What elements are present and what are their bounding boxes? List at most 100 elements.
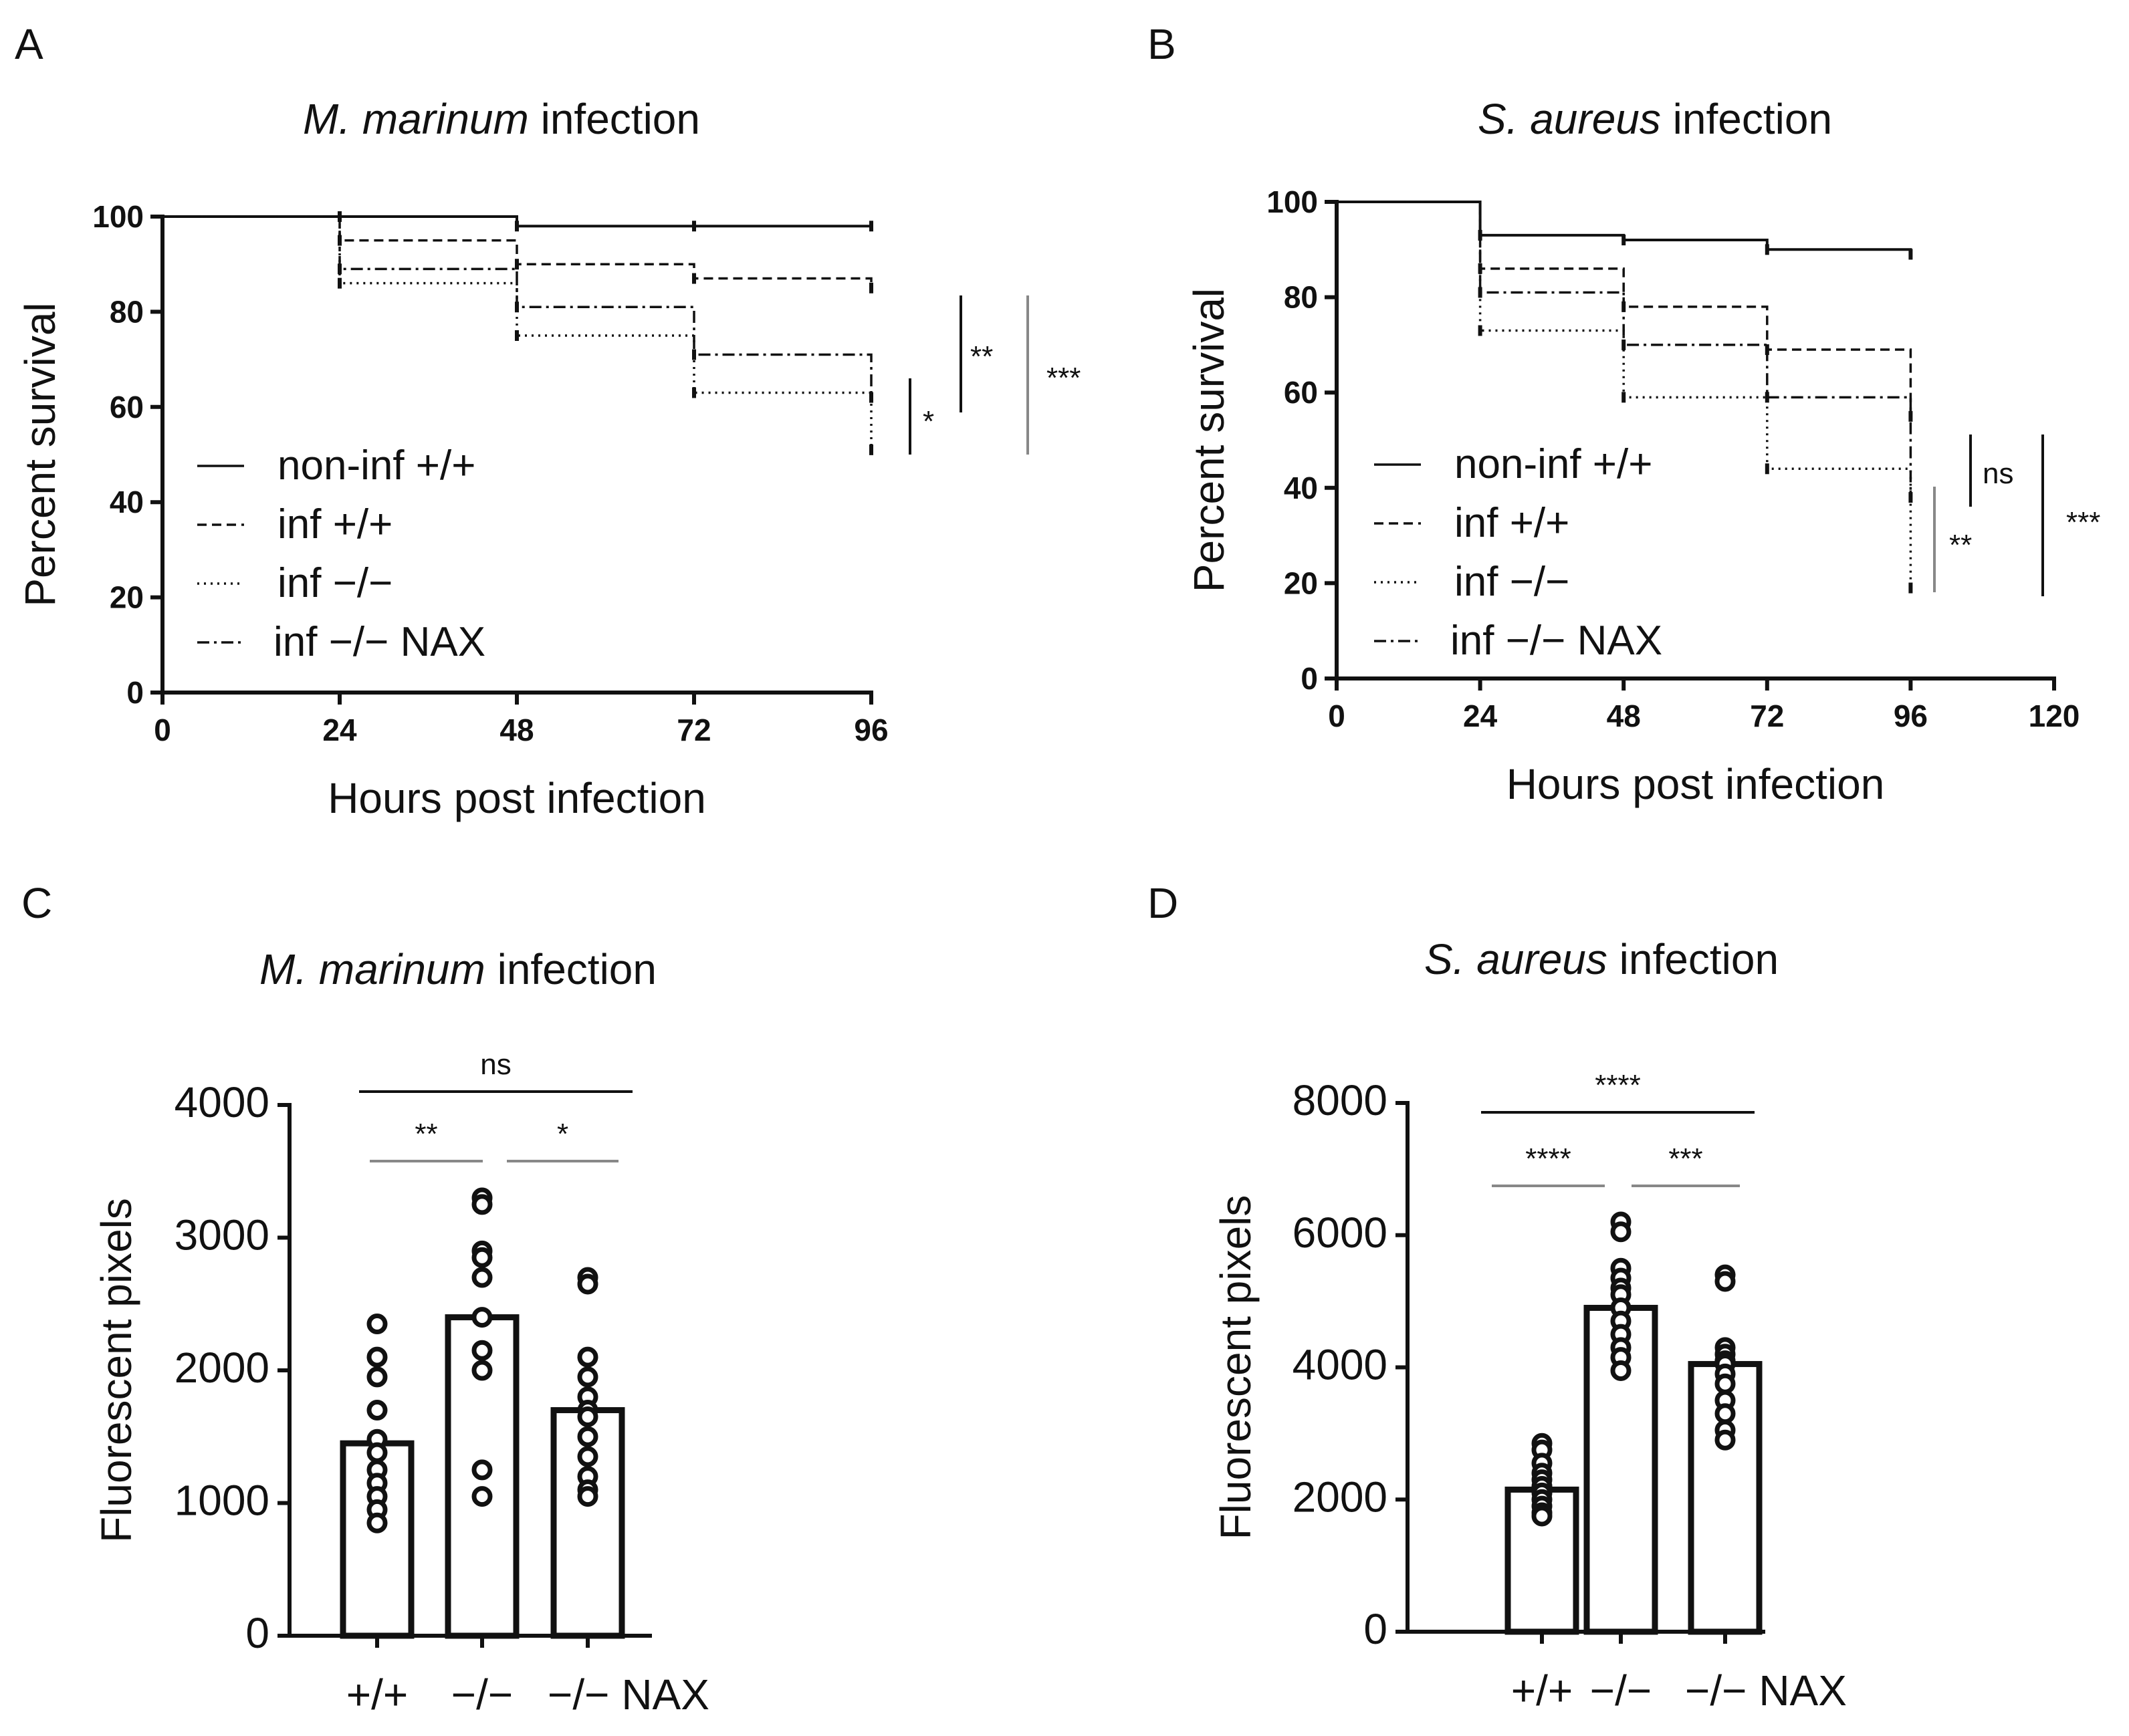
series-line-1 bbox=[1337, 201, 1912, 255]
censor-mark bbox=[1908, 582, 1913, 594]
legend-label: non-inf +/+ bbox=[277, 443, 475, 489]
censor-mark bbox=[692, 349, 696, 360]
censor-mark bbox=[1478, 287, 1482, 298]
data-point bbox=[1610, 1360, 1632, 1381]
comparison-label: * bbox=[557, 1118, 568, 1150]
censor-mark bbox=[692, 387, 696, 398]
chart-title: M. marinum infection bbox=[303, 95, 700, 143]
panel-A: A 0 20 40 60 80 100 0 24 48 72 96 Hours post infecti… bbox=[15, 20, 1081, 822]
series-line-4 bbox=[1337, 201, 1912, 498]
legend-label: inf −/− NAX bbox=[273, 619, 485, 665]
y-tick-label: 20 bbox=[1284, 566, 1318, 600]
x-tick-label: 0 bbox=[154, 713, 171, 747]
x-tick-label: 48 bbox=[1607, 699, 1641, 733]
panel-letter: B bbox=[1147, 20, 1176, 68]
censor-mark bbox=[1908, 249, 1913, 260]
significance-label: *** bbox=[1046, 362, 1081, 394]
chart-title: S. aureus infection bbox=[1478, 95, 1832, 143]
y-tick-label: 0 bbox=[126, 675, 144, 710]
panel-letter: C bbox=[21, 879, 52, 927]
category-label: +/+ bbox=[1511, 1666, 1573, 1715]
y-tick-label: 0 bbox=[1301, 661, 1318, 696]
y-tick-label: 6000 bbox=[1293, 1209, 1387, 1257]
legend-label: inf +/+ bbox=[277, 501, 393, 547]
x-tick-label: 120 bbox=[2029, 699, 2080, 733]
censor-mark bbox=[1765, 392, 1769, 403]
y-tick-label: 60 bbox=[1284, 375, 1318, 410]
censor-mark bbox=[515, 221, 519, 232]
data-point bbox=[1714, 1373, 1736, 1394]
comparison-label: ** bbox=[415, 1118, 437, 1150]
censor-mark bbox=[515, 301, 519, 313]
y-tick-label: 2000 bbox=[175, 1344, 269, 1392]
y-tick-label: 4000 bbox=[1293, 1341, 1387, 1389]
data-point bbox=[471, 1307, 493, 1328]
data-point bbox=[366, 1366, 388, 1388]
data-point bbox=[471, 1360, 493, 1381]
significance-label: * bbox=[923, 405, 934, 438]
data-point bbox=[366, 1346, 388, 1368]
category-label: −/− NAX bbox=[548, 1670, 709, 1719]
significance-label: ** bbox=[1949, 529, 1972, 562]
data-point bbox=[1531, 1505, 1553, 1527]
censor-mark bbox=[1621, 392, 1626, 403]
data-point bbox=[366, 1400, 388, 1421]
censor-mark bbox=[1765, 244, 1769, 255]
data-point bbox=[577, 1446, 598, 1467]
y-tick-label: 100 bbox=[1266, 184, 1318, 219]
x-tick-label: 24 bbox=[322, 713, 357, 747]
comparison-label: **** bbox=[1525, 1142, 1571, 1175]
censor-mark bbox=[869, 444, 873, 455]
x-tick-label: 48 bbox=[499, 713, 534, 747]
data-point bbox=[577, 1273, 598, 1295]
x-axis-label: Hours post infection bbox=[1506, 760, 1885, 808]
x-tick-label: 72 bbox=[677, 713, 711, 747]
y-axis-label: Fluorescent pixels bbox=[1212, 1195, 1260, 1540]
censor-mark bbox=[692, 273, 696, 284]
data-point bbox=[1610, 1221, 1632, 1243]
y-tick-label: 0 bbox=[245, 1609, 269, 1657]
y-axis-label: Fluorescent pixels bbox=[92, 1198, 140, 1543]
y-tick-label: 0 bbox=[1363, 1605, 1387, 1653]
panel-letter: A bbox=[15, 20, 43, 68]
data-point bbox=[1714, 1403, 1736, 1424]
panel-B: B 0 20 40 60 80 100 0 24 48 72 96 120 Hours post infe… bbox=[1147, 20, 2100, 808]
censor-mark bbox=[692, 221, 696, 232]
series-line-2 bbox=[1337, 201, 1912, 416]
y-tick-label: 1000 bbox=[175, 1477, 269, 1525]
censor-mark bbox=[1478, 325, 1482, 336]
panel-letter: D bbox=[1147, 879, 1178, 927]
data-point bbox=[366, 1314, 388, 1335]
y-tick-label: 8000 bbox=[1293, 1076, 1387, 1124]
y-axis-label: Percent survival bbox=[16, 302, 64, 606]
category-label: −/− NAX bbox=[1685, 1666, 1847, 1715]
y-tick-label: 80 bbox=[1284, 280, 1318, 315]
censor-mark bbox=[515, 259, 519, 270]
data-point bbox=[577, 1346, 598, 1368]
y-tick-label: 80 bbox=[110, 294, 144, 329]
censor-mark bbox=[338, 277, 342, 289]
x-tick-label: 24 bbox=[1463, 699, 1498, 733]
x-tick-label: 96 bbox=[854, 713, 888, 747]
significance-label: *** bbox=[2066, 506, 2100, 539]
category-label: −/− bbox=[1590, 1666, 1652, 1715]
chart-title: S. aureus infection bbox=[1424, 935, 1779, 983]
censor-mark bbox=[1621, 339, 1626, 350]
x-tick-label: 72 bbox=[1750, 699, 1784, 733]
censor-mark bbox=[1621, 235, 1626, 246]
y-axis-label: Percent survival bbox=[1185, 288, 1233, 592]
censor-mark bbox=[338, 263, 342, 275]
censor-mark bbox=[1765, 463, 1769, 475]
x-axis-label: Hours post infection bbox=[328, 774, 706, 822]
data-point bbox=[471, 1459, 493, 1481]
data-point bbox=[577, 1426, 598, 1447]
category-label: +/+ bbox=[346, 1670, 409, 1719]
censor-mark bbox=[869, 221, 873, 232]
legend-label: inf −/− NAX bbox=[1450, 618, 1662, 664]
y-tick-label: 3000 bbox=[175, 1211, 269, 1259]
data-point bbox=[471, 1340, 493, 1361]
legend-label: non-inf +/+ bbox=[1454, 441, 1652, 487]
data-point bbox=[577, 1406, 598, 1427]
